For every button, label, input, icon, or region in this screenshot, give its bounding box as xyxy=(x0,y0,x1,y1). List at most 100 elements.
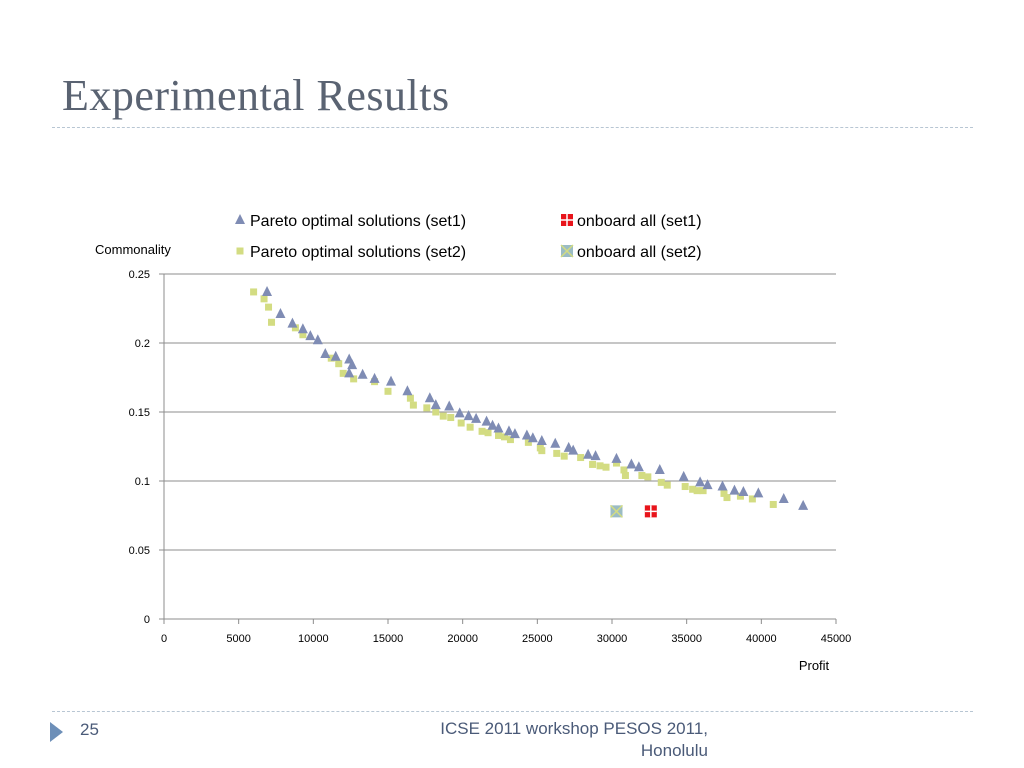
data-point xyxy=(495,431,503,439)
data-point xyxy=(330,350,341,361)
data-point xyxy=(384,387,392,395)
data-point xyxy=(430,399,441,410)
data-point xyxy=(260,295,268,303)
page-number: 25 xyxy=(80,720,99,739)
data-point xyxy=(369,372,380,383)
data-point xyxy=(503,425,514,436)
data-point xyxy=(344,367,355,378)
data-point xyxy=(720,489,728,497)
data-point xyxy=(265,303,273,311)
footer-text: ICSE 2011 workshop PESOS 2011, Honolulu xyxy=(440,719,708,760)
x-tick-label: 15000 xyxy=(373,633,404,645)
legend-marker xyxy=(236,247,244,255)
data-point xyxy=(612,459,620,467)
data-point xyxy=(644,473,652,481)
data-point xyxy=(596,462,604,470)
data-point xyxy=(550,437,561,448)
footer-arrow-icon xyxy=(50,722,63,742)
data-point xyxy=(327,354,335,362)
data-point xyxy=(681,483,689,491)
legend-label: onboard all (set2) xyxy=(577,244,702,261)
data-point xyxy=(577,454,585,462)
data-point xyxy=(487,419,498,430)
x-tick-label: 35000 xyxy=(671,633,702,645)
data-point xyxy=(748,495,756,503)
data-point xyxy=(769,500,777,508)
data-point xyxy=(609,504,624,518)
data-point xyxy=(447,414,455,422)
data-point xyxy=(500,433,508,441)
data-point xyxy=(657,478,665,486)
data-point xyxy=(738,486,749,497)
data-point xyxy=(424,392,435,403)
x-tick-label: 45000 xyxy=(821,633,852,645)
data-point xyxy=(644,505,657,518)
data-point xyxy=(463,410,474,421)
data-point xyxy=(590,450,601,461)
legend-marker xyxy=(561,214,573,226)
data-point xyxy=(275,308,286,319)
data-point xyxy=(638,471,646,479)
x-tick-label: 5000 xyxy=(226,633,250,645)
data-point xyxy=(693,487,701,495)
data-point xyxy=(611,452,622,463)
data-point xyxy=(493,422,504,433)
scatter-chart: 0 0.05 0.1 0.15 0.2 0.25 0 5000 10000 15000 20000 2… xyxy=(95,213,852,673)
data-point xyxy=(536,434,547,445)
data-point xyxy=(250,288,258,296)
data-point xyxy=(457,419,465,427)
data-point xyxy=(320,348,331,359)
x-tick-label: 40000 xyxy=(746,633,777,645)
y-tick-label: 0.05 xyxy=(129,545,150,557)
data-point xyxy=(506,436,514,444)
data-point xyxy=(678,470,689,481)
data-point xyxy=(633,461,644,472)
data-point xyxy=(663,481,671,489)
legend-label: Pareto optimal solutions (set1) xyxy=(250,213,466,230)
data-point xyxy=(402,385,413,396)
data-point xyxy=(798,499,809,510)
footer-divider xyxy=(52,711,973,712)
data-point xyxy=(521,429,532,440)
legend-label: onboard all (set1) xyxy=(577,213,702,230)
data-point xyxy=(287,317,298,328)
x-tick-label: 25000 xyxy=(522,633,553,645)
data-point xyxy=(524,438,532,446)
data-point xyxy=(560,452,568,460)
data-point xyxy=(423,404,431,412)
y-tick-label: 0 xyxy=(144,614,150,626)
data-point xyxy=(357,368,368,379)
data-point xyxy=(305,330,316,341)
y-tick-label: 0.25 xyxy=(129,269,150,281)
data-point xyxy=(339,369,347,377)
y-tick-label: 0.2 xyxy=(135,338,150,350)
data-point xyxy=(736,492,744,500)
data-point xyxy=(262,285,273,296)
data-point xyxy=(589,460,597,468)
data-point xyxy=(568,444,579,455)
legend-marker xyxy=(235,214,245,224)
data-point xyxy=(717,480,728,491)
data-point xyxy=(409,401,417,409)
data-point xyxy=(297,323,308,334)
data-point xyxy=(350,375,358,383)
slide-title: Experimental Results xyxy=(62,71,450,120)
data-point xyxy=(509,428,520,439)
data-point xyxy=(291,324,299,332)
data-point xyxy=(454,407,465,418)
data-point xyxy=(729,484,740,495)
x-tick-label: 30000 xyxy=(597,633,628,645)
legend-label: Pareto optimal solutions (set2) xyxy=(250,244,466,261)
data-point xyxy=(406,394,414,402)
legend-marker xyxy=(560,244,574,258)
data-point xyxy=(484,429,492,437)
x-tick-label: 10000 xyxy=(298,633,329,645)
data-point xyxy=(553,449,561,457)
data-point xyxy=(439,412,447,420)
y-axis-title: Commonality xyxy=(95,242,171,257)
data-point xyxy=(466,423,474,431)
data-point xyxy=(444,400,455,411)
y-tick-label: 0.1 xyxy=(135,476,150,488)
data-point xyxy=(385,375,396,386)
title-divider xyxy=(52,127,973,128)
